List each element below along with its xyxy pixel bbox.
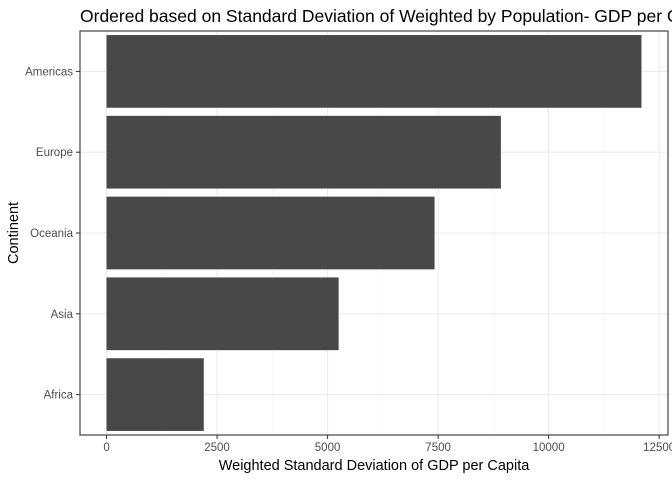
y-tick-label: Asia [51,309,74,321]
y-tick-label: Oceania [30,228,73,240]
x-tick-label: 10000 [533,442,565,454]
bar-asia [106,277,339,351]
y-axis-title: Continent [6,202,22,264]
x-axis: 0 2500 5000 7500 10000 12500 [103,435,672,454]
x-tick-label: 7500 [425,442,451,454]
x-tick-label: 5000 [315,442,341,454]
bar-africa [106,358,204,431]
bar-americas [106,35,642,108]
x-axis-title: Weighted Standard Deviation of GDP per C… [219,458,531,474]
x-tick-label: 0 [103,442,109,454]
bar-oceania [106,196,435,270]
y-tick-label: Africa [44,390,74,402]
bars [106,35,642,431]
x-tick-label: 2500 [204,442,230,454]
y-tick-label: Americas [25,66,73,78]
x-tick-label: 12500 [643,442,672,454]
y-axis: Africa Asia Oceania Europe Americas [25,66,80,402]
chart-title: Ordered based on Standard Deviation of W… [80,6,672,26]
y-tick-label: Europe [36,147,73,159]
bar-europe [106,115,501,189]
